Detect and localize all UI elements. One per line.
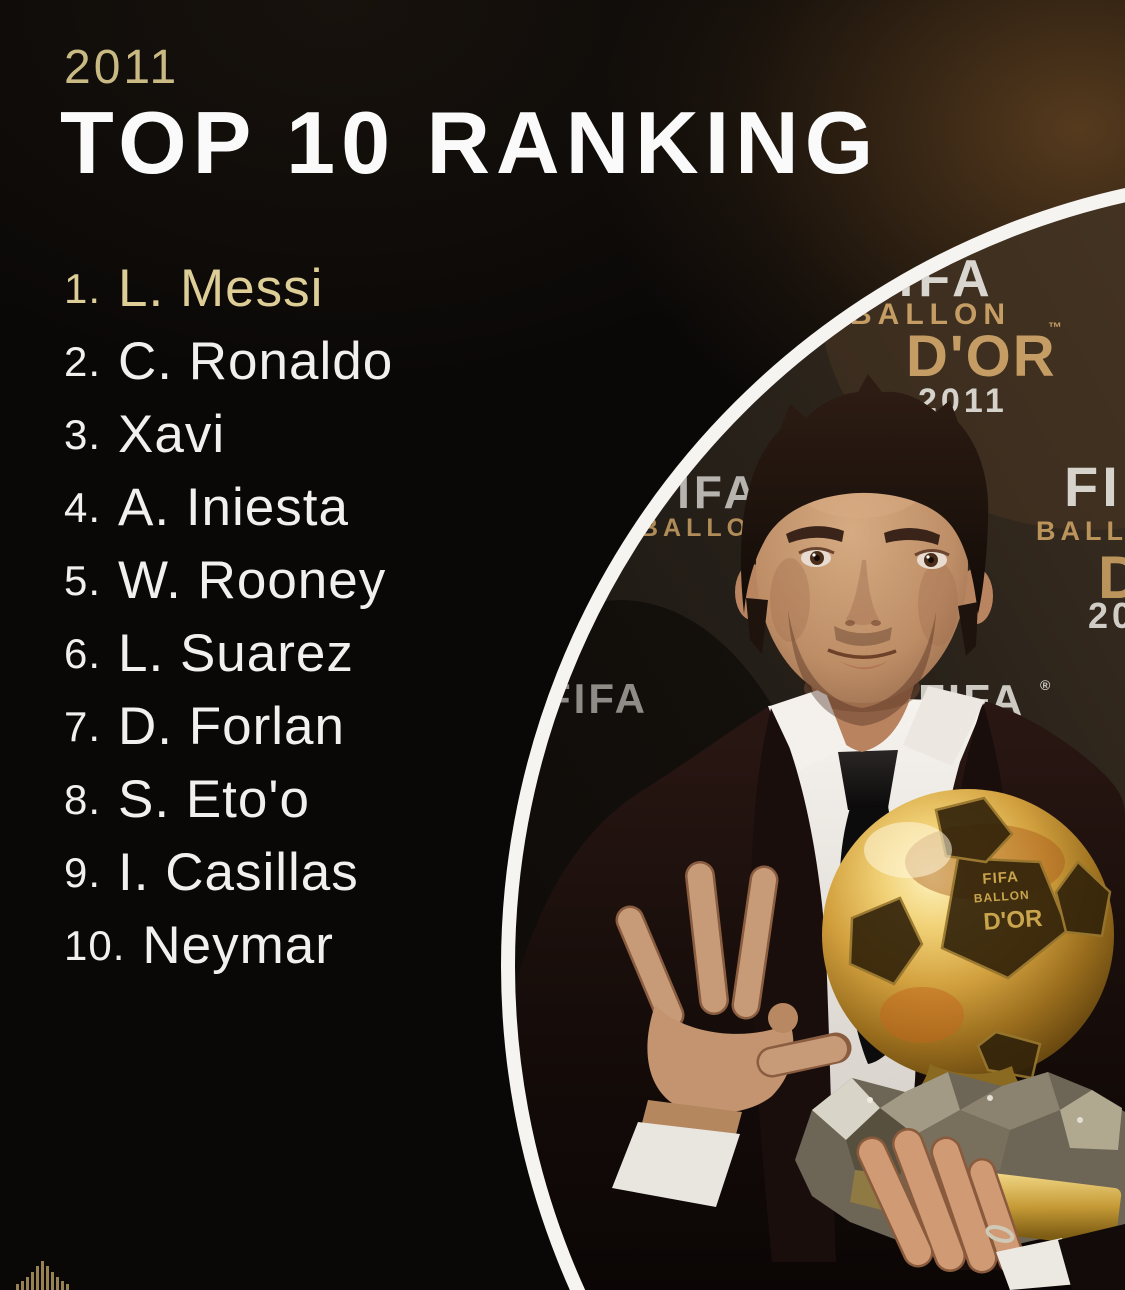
rank-number: 10. xyxy=(64,921,126,969)
rank-number: 7. xyxy=(64,702,102,750)
player-name: S. Eto'o xyxy=(118,770,310,829)
ball-text-ballon: BALLON xyxy=(973,888,1030,906)
list-item: 3. Xavi xyxy=(64,398,584,471)
rank-number: 4. xyxy=(64,483,102,531)
mouth xyxy=(827,648,897,659)
player-name: A. Iniesta xyxy=(118,478,349,537)
player-name: L. Suarez xyxy=(118,624,354,683)
cheek-shade-left xyxy=(770,558,810,642)
lower-lip xyxy=(838,660,888,670)
ball-text-fifa: FIFA xyxy=(982,868,1020,888)
collar-left xyxy=(770,688,847,770)
hand-holding-trophy xyxy=(856,1128,1125,1290)
player-name: L. Messi xyxy=(118,259,324,318)
rank-number: 5. xyxy=(64,556,102,604)
list-item: 5. W. Rooney xyxy=(64,544,584,617)
backdrop-tm: ™ xyxy=(1048,319,1062,335)
backdrop-reg-mark: ® xyxy=(1040,677,1051,693)
nostril-right xyxy=(871,620,881,626)
page-title: TOP 10 RANKING xyxy=(60,93,880,192)
ball-text-dor: D'OR xyxy=(983,905,1044,936)
player-name: C. Ronaldo xyxy=(118,332,394,391)
list-item: 2. C. Ronaldo xyxy=(64,325,584,398)
rank-number: 6. xyxy=(64,629,102,677)
mustache xyxy=(834,626,892,646)
eye-glint-right xyxy=(926,555,930,559)
photo-ring xyxy=(501,188,1125,1290)
player-name: D. Forlan xyxy=(118,697,345,756)
ring xyxy=(985,1225,1015,1243)
list-item: 1. L. Messi xyxy=(64,252,584,325)
rank-number: 8. xyxy=(64,775,102,823)
ball-engraving: FIFA BALLON D'OR xyxy=(973,868,1044,936)
ball-pentagons xyxy=(848,796,1112,1080)
nose xyxy=(846,560,879,625)
folded-pinky xyxy=(768,1003,798,1033)
ranking-list: 1. L. Messi 2. C. Ronaldo 3. Xavi 4. A. Inie… xyxy=(64,252,584,982)
eye-glint-left xyxy=(812,553,816,557)
backdrop-ballon-right: BALLON xyxy=(1036,516,1125,546)
player-name: I. Casillas xyxy=(118,843,359,902)
cheek-shade-right xyxy=(918,562,958,646)
player-name: W. Rooney xyxy=(118,551,387,610)
year-label: 2011 xyxy=(64,41,180,94)
hair xyxy=(740,374,989,614)
player-name: Xavi xyxy=(118,405,226,464)
pupil-left xyxy=(814,555,820,561)
shirt-cuff-left xyxy=(612,1122,740,1207)
backdrop-dor-top: D'OR xyxy=(906,324,1057,389)
sideburn-left xyxy=(746,598,768,654)
rank-number: 1. xyxy=(64,264,102,312)
eyebrow-right xyxy=(884,527,940,545)
backdrop-2011-right: 2011 xyxy=(1088,595,1125,636)
list-item: 4. A. Iniesta xyxy=(64,471,584,544)
shirt-cuff-right xyxy=(996,1238,1078,1290)
list-item: 7. D. Forlan xyxy=(64,690,584,763)
ball-reflection-bottom xyxy=(880,987,964,1043)
hand-back xyxy=(647,1005,794,1114)
list-item: 6. L. Suarez xyxy=(64,617,584,690)
gesture-hand xyxy=(612,861,852,1207)
pupil-right xyxy=(928,557,934,563)
backdrop-fifa-right: FIFA xyxy=(1064,455,1125,518)
nostril-left xyxy=(845,620,855,626)
ball-highlight xyxy=(864,822,952,878)
eyebrow-left xyxy=(786,526,844,543)
collar-right xyxy=(903,686,985,766)
suit-sleeve-right xyxy=(1058,1224,1125,1290)
rank-number: 2. xyxy=(64,337,102,385)
list-item: 10. Neymar xyxy=(64,909,584,982)
gold-bars-logo xyxy=(16,1261,69,1290)
stubble xyxy=(788,610,936,726)
list-item: 8. S. Eto'o xyxy=(64,763,584,836)
rank-number: 3. xyxy=(64,410,102,458)
eyelid-left xyxy=(798,547,835,555)
player-name: Neymar xyxy=(142,916,334,975)
eyelid-right xyxy=(914,549,950,557)
sideburn-right xyxy=(958,602,978,656)
tie-knot xyxy=(838,750,898,810)
ballon-dor-ball: FIFA BALLON D'OR xyxy=(822,789,1114,1108)
list-item: 9. I. Casillas xyxy=(64,836,584,909)
backdrop-dor-right: D'OR xyxy=(1098,544,1125,611)
rank-number: 9. xyxy=(64,848,102,896)
photo-circle-crop: FIFA BALLON FIFA BALLON D'OR ™ 2011 FIFA… xyxy=(515,183,1125,1290)
